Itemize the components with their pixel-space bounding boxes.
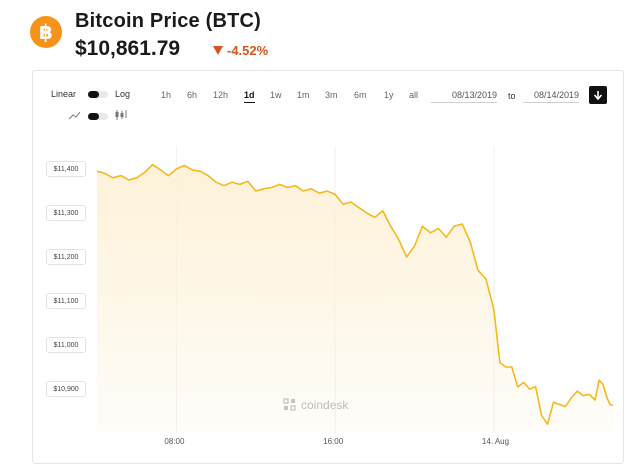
current-price: $10,861.79 (75, 37, 181, 60)
chart-type-toggle[interactable] (88, 113, 108, 120)
range-button-1d[interactable]: 1d (244, 90, 255, 103)
candlestick-icon (115, 110, 127, 120)
coindesk-watermark: coindesk (283, 398, 348, 412)
date-from-input[interactable] (431, 87, 497, 103)
range-button-12h[interactable]: 12h (213, 90, 229, 100)
y-tick-label: $10,900 (46, 381, 86, 397)
price-line (96, 163, 614, 426)
y-tick-label: $11,400 (46, 161, 86, 177)
x-tick-label: 14. Aug (481, 437, 510, 446)
range-button-all[interactable]: all (409, 90, 419, 100)
price-change-value: -4.52% (227, 43, 269, 58)
y-tick-label: $11,000 (46, 337, 86, 353)
range-button-3m[interactable]: 3m (325, 90, 338, 100)
range-button-1y[interactable]: 1y (384, 90, 394, 100)
range-button-6m[interactable]: 6m (354, 90, 367, 100)
page-title: Bitcoin Price (BTC) (75, 10, 262, 32)
price-chart[interactable] (33, 71, 625, 465)
toggle-knob (88, 91, 99, 98)
date-to-label: to (508, 91, 516, 101)
bitcoin-logo-icon: ฿ (30, 16, 62, 48)
range-button-1w[interactable]: 1w (270, 90, 282, 100)
download-icon (593, 90, 603, 100)
download-button[interactable] (589, 86, 607, 104)
price-change: -4.52% (213, 43, 268, 58)
range-button-1m[interactable]: 1m (297, 90, 310, 100)
price-header: ฿ Bitcoin Price (BTC) $10,861.79 -4.52% (30, 10, 610, 65)
date-to-input[interactable] (523, 87, 579, 103)
bitcoin-logo-glyph: ฿ (39, 20, 53, 44)
x-tick-label: 16:00 (323, 437, 344, 446)
line-chart-icon (69, 112, 81, 120)
range-button-6h[interactable]: 6h (187, 90, 198, 100)
x-tick-label: 08:00 (164, 437, 185, 446)
y-tick-label: $11,100 (46, 293, 86, 309)
chart-card: Linear Log 1h 6h 12h 1d 1w 1m 3m 6m 1y all to $11… (32, 70, 624, 464)
coindesk-logo-icon (283, 398, 296, 411)
log-label: Log (115, 89, 131, 99)
scale-toggle[interactable] (88, 91, 108, 98)
linear-label: Linear (51, 89, 77, 99)
chart-controls: Linear Log 1h 6h 12h 1d 1w 1m 3m 6m 1y all to (33, 71, 623, 131)
watermark-text: coindesk (301, 398, 349, 412)
down-triangle-icon (213, 46, 223, 55)
range-button-1h[interactable]: 1h (161, 90, 172, 100)
toggle-knob (88, 113, 99, 120)
price-area-fill (97, 164, 613, 433)
y-tick-label: $11,300 (46, 205, 86, 221)
y-tick-label: $11,200 (46, 249, 86, 265)
